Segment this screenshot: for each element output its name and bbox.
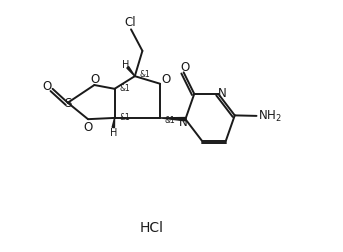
Text: &1: &1	[120, 84, 131, 93]
Text: H: H	[121, 60, 129, 70]
Text: H: H	[110, 127, 117, 137]
Text: O: O	[43, 80, 52, 93]
Text: &1: &1	[164, 116, 175, 125]
Text: O: O	[91, 73, 100, 86]
Text: O: O	[83, 120, 93, 133]
Text: O: O	[161, 73, 170, 86]
Text: NH$_2$: NH$_2$	[258, 109, 282, 124]
Text: &1: &1	[140, 69, 150, 78]
Polygon shape	[127, 67, 135, 77]
Text: HCl: HCl	[139, 220, 163, 234]
Text: N: N	[178, 115, 187, 128]
Text: N: N	[218, 87, 226, 100]
Text: O: O	[180, 60, 190, 73]
Text: S: S	[64, 97, 71, 110]
Text: &1: &1	[120, 113, 131, 122]
Polygon shape	[160, 118, 186, 121]
Text: Cl: Cl	[124, 16, 135, 29]
Polygon shape	[112, 118, 115, 128]
